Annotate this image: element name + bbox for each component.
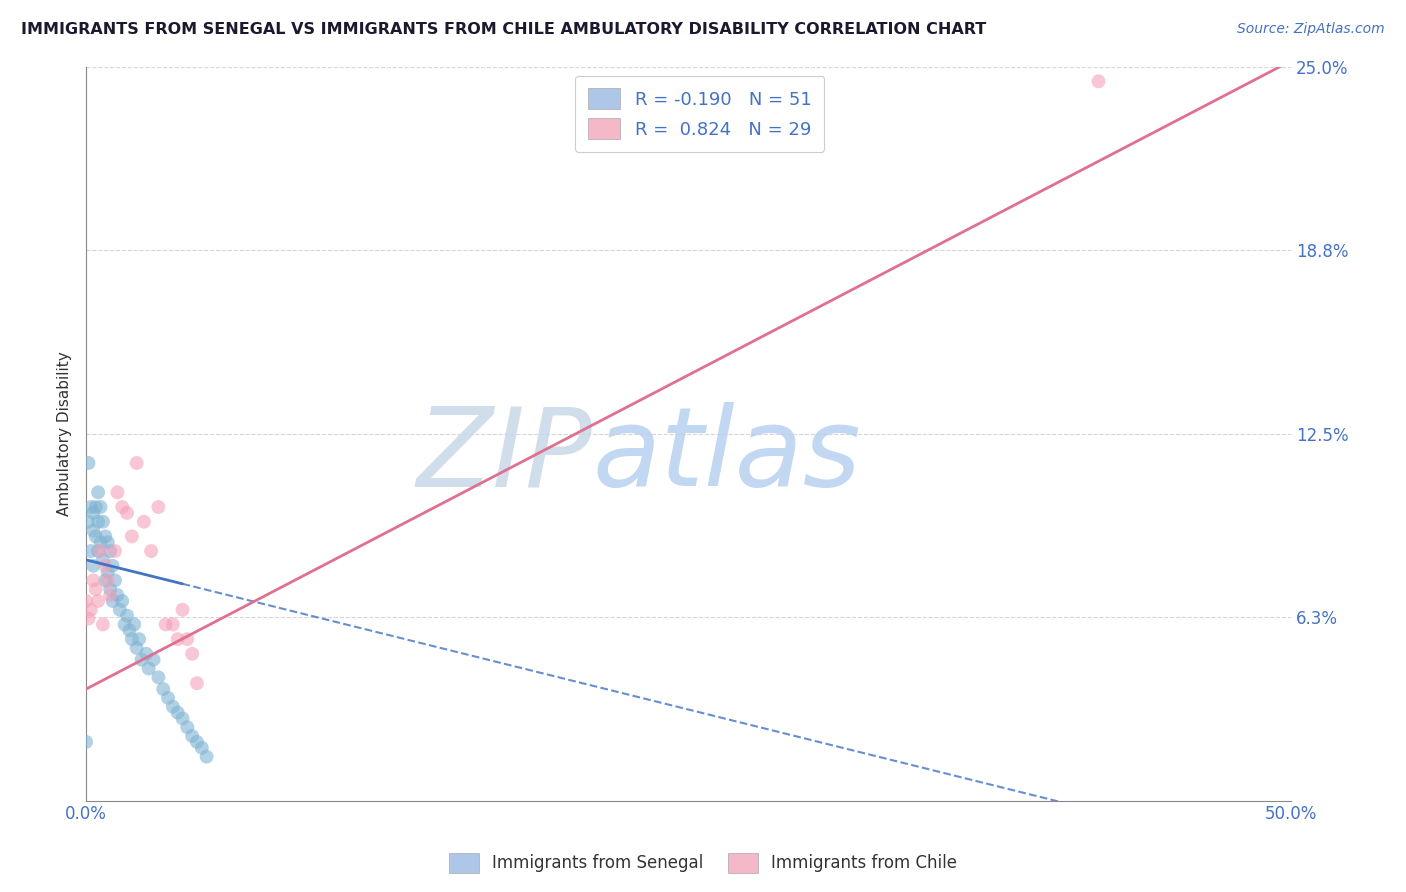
Point [101,594,124,608]
Point [157,690,180,705]
Point [176,720,198,734]
Point [191,740,214,755]
Point [138,661,160,675]
Point [80,500,103,514]
Text: ZIP: ZIP [416,402,592,509]
Point [115,608,138,623]
Point [98,544,121,558]
Point [108,603,131,617]
Point [75,735,97,749]
Point [84,582,107,597]
Point [98,588,121,602]
Point [1087,74,1109,88]
Point [172,603,194,617]
Point [155,617,177,632]
Point [87,485,110,500]
Point [101,558,124,573]
Point [77,456,100,470]
Point [94,529,117,543]
Point [131,653,153,667]
Point [111,594,134,608]
Point [162,699,184,714]
Point [82,506,104,520]
Point [107,588,129,602]
Text: atlas: atlas [592,402,860,509]
Legend: R = -0.190   N = 51, R =  0.824   N = 29: R = -0.190 N = 51, R = 0.824 N = 29 [575,76,824,152]
Point [87,594,110,608]
Point [91,515,114,529]
Point [82,524,104,538]
Point [82,574,104,588]
Point [87,515,110,529]
Point [114,617,136,632]
Point [148,500,170,514]
Point [107,485,129,500]
Point [181,647,204,661]
Point [176,632,198,647]
Point [148,670,170,684]
Point [87,544,110,558]
Legend: Immigrants from Senegal, Immigrants from Chile: Immigrants from Senegal, Immigrants from… [441,847,965,880]
Point [91,553,114,567]
Point [84,500,107,514]
Point [118,624,141,638]
Point [104,544,127,558]
Point [115,506,138,520]
Point [84,529,107,543]
Point [97,574,120,588]
Text: Source: ZipAtlas.com: Source: ZipAtlas.com [1237,22,1385,37]
Point [124,617,146,632]
Point [90,544,112,558]
Point [121,529,143,543]
Point [186,676,208,690]
Point [121,632,143,647]
Point [166,706,188,720]
Point [152,681,174,696]
Point [75,594,97,608]
Point [97,535,120,549]
Point [128,632,150,647]
Point [195,749,218,764]
Point [80,544,103,558]
Text: IMMIGRANTS FROM SENEGAL VS IMMIGRANTS FROM CHILE AMBULATORY DISABILITY CORRELATI: IMMIGRANTS FROM SENEGAL VS IMMIGRANTS FR… [21,22,987,37]
Y-axis label: Ambulatory Disability: Ambulatory Disability [58,351,72,516]
Point [141,544,163,558]
Point [172,711,194,725]
Point [125,640,148,655]
Point [166,632,188,647]
Point [91,617,114,632]
Point [111,500,134,514]
Point [181,729,204,743]
Point [90,500,112,514]
Point [90,535,112,549]
Point [135,647,157,661]
Point [77,515,100,529]
Point [98,582,121,597]
Point [80,603,103,617]
Point [97,565,120,579]
Point [77,611,100,625]
Point [132,515,155,529]
Point [162,617,184,632]
Point [94,574,117,588]
Point [82,558,104,573]
Point [186,735,208,749]
Point [125,456,148,470]
Point [142,653,165,667]
Point [104,574,127,588]
Point [94,558,117,573]
